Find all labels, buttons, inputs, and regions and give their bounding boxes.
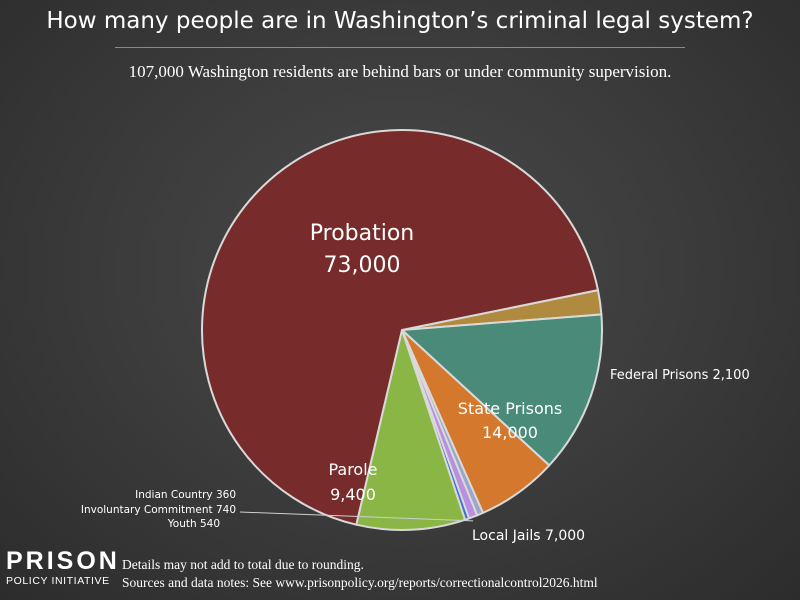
slice-label-state-prisons-value: 14,000	[482, 423, 538, 442]
logo-text-prison: PRISON	[6, 547, 120, 575]
slice-label-state-prisons-name: State Prisons	[458, 399, 562, 418]
footer-notes: Details may not add to total due to roun…	[122, 556, 598, 592]
slice-label-local-jails: Local Jails 7,000	[472, 528, 585, 544]
slice-label-involuntary-commitment: Involuntary Commitment 740	[81, 504, 236, 516]
slice-label-probation-value: 73,000	[324, 253, 401, 278]
slice-label-indian-country: Indian Country 360	[135, 489, 236, 501]
slice-label-youth: Youth 540	[167, 518, 220, 530]
rounding-note: Details may not add to total due to roun…	[122, 557, 364, 572]
chart-title: How many people are in Washington’s crim…	[46, 8, 754, 34]
slice-label-federal-prisons: Federal Prisons 2,100	[610, 368, 750, 383]
title-divider	[115, 47, 685, 48]
small-slices-leader-line	[239, 511, 474, 522]
logo-text-policy-initiative: POLICY INITIATIVE	[6, 575, 110, 587]
pie-slice-probation	[201, 129, 599, 526]
chart-subtitle: 107,000 Washington residents are behind …	[128, 62, 672, 81]
prison-policy-initiative-logo: PRISON POLICY INITIATIVE	[6, 547, 120, 588]
pie-slice-state-prisons	[401, 313, 603, 467]
sources-note: Sources and data notes: See www.prisonpo…	[122, 575, 598, 590]
slice-label-parole-value: 9,400	[330, 485, 376, 504]
slice-label-probation-name: Probation	[310, 221, 415, 246]
slice-label-parole-name: Parole	[328, 460, 377, 479]
